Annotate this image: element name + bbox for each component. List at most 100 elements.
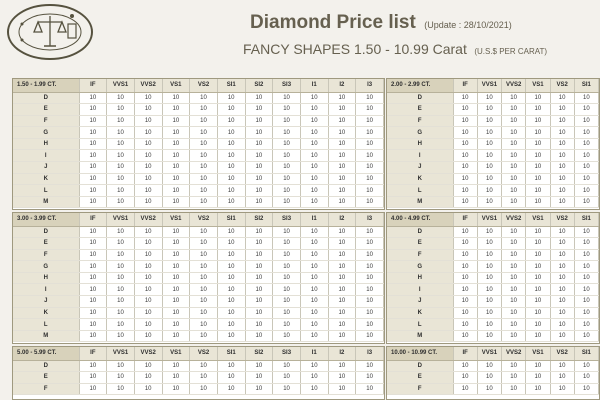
price-cell: 10 (245, 173, 274, 186)
price-cell: 10 (355, 330, 384, 343)
price-cell: 10 (162, 307, 191, 320)
price-cell: 10 (477, 330, 503, 343)
price-cell: 10 (79, 283, 108, 297)
price-cell: 10 (355, 149, 384, 163)
price-cell: 10 (189, 161, 218, 174)
clarity-header-if: IF (79, 79, 108, 93)
price-cell: 10 (355, 173, 384, 186)
price-cell: 10 (217, 149, 246, 163)
price-cell: 10 (550, 383, 575, 396)
table-row: K 10 10 10 10 10 10 10 10 10 10 10 (13, 173, 384, 186)
price-cell: 10 (134, 360, 163, 373)
color-grade-l: L (13, 184, 80, 197)
price-cell: 10 (574, 283, 599, 297)
price-cell: 10 (525, 226, 551, 239)
price-cell: 10 (189, 226, 218, 239)
price-cell: 10 (106, 138, 135, 151)
price-cell: 10 (328, 360, 357, 373)
price-cell: 10 (134, 318, 163, 331)
table-row: J 10 10 10 10 10 10 (387, 295, 599, 308)
price-cell: 10 (453, 184, 478, 197)
price-cell: 10 (217, 103, 246, 116)
color-grade-j: J (13, 161, 80, 174)
price-cell: 10 (134, 371, 163, 384)
table-row: G 10 10 10 10 10 10 (387, 126, 599, 139)
clarity-header-i3: I3 (355, 347, 384, 361)
price-cell: 10 (328, 196, 357, 209)
price-cell: 10 (453, 115, 478, 128)
price-cell: 10 (355, 383, 384, 396)
price-cell: 10 (355, 371, 384, 384)
price-cell: 10 (189, 103, 218, 116)
price-cell: 10 (525, 173, 551, 186)
color-grade-l: L (387, 318, 454, 331)
price-cell: 10 (300, 295, 329, 308)
price-cell: 10 (477, 173, 503, 186)
clarity-header-si2: SI2 (245, 79, 274, 93)
color-grade-e: E (387, 371, 454, 384)
table-header-row: 2.00 - 2.99 CT. IF VVS1 VVS2 VS1 VS2 SI1 (387, 79, 599, 93)
clarity-header-i1: I1 (300, 213, 329, 227)
price-cell: 10 (134, 330, 163, 343)
price-cell: 10 (245, 92, 274, 105)
price-panel-3-00: 3.00 - 3.99 CT. IF VVS1 VVS2 VS1 VS2 SI1 SI2 SI3… (12, 212, 385, 344)
clarity-header-si2: SI2 (245, 213, 274, 227)
clarity-header-if: IF (79, 347, 108, 361)
price-cell: 10 (501, 371, 527, 384)
price-cell: 10 (477, 272, 503, 285)
price-table: 4.00 - 4.99 CT. IF VVS1 VVS2 VS1 VS2 SI1 D 10 10… (387, 213, 599, 343)
price-cell: 10 (189, 360, 218, 373)
clarity-header-vvs2: VVS2 (134, 347, 163, 361)
price-cell: 10 (550, 149, 575, 163)
price-cell: 10 (525, 103, 551, 116)
price-cell: 10 (272, 196, 301, 209)
price-cell: 10 (477, 103, 503, 116)
price-cell: 10 (272, 307, 301, 320)
table-header-row: 3.00 - 3.99 CT. IF VVS1 VVS2 VS1 VS2 SI1 SI2 SI3… (13, 213, 384, 227)
price-cell: 10 (245, 161, 274, 174)
price-cell: 10 (300, 149, 329, 163)
price-cell: 10 (189, 173, 218, 186)
color-grade-d: D (13, 360, 80, 373)
price-cell: 10 (300, 138, 329, 151)
price-cell: 10 (106, 103, 135, 116)
color-grade-e: E (13, 237, 80, 250)
price-cell: 10 (245, 260, 274, 273)
price-cell: 10 (355, 92, 384, 105)
price-cell: 10 (162, 272, 191, 285)
price-cell: 10 (217, 237, 246, 250)
color-grade-e: E (13, 371, 80, 384)
price-cell: 10 (217, 161, 246, 174)
table-row: G 10 10 10 10 10 10 10 10 10 10 10 (13, 126, 384, 139)
clarity-header-i2: I2 (328, 347, 357, 361)
price-unit: (U.S.$ PER CARAT) (474, 47, 548, 56)
price-cell: 10 (550, 173, 575, 186)
price-cell: 10 (217, 383, 246, 396)
price-cell: 10 (272, 383, 301, 396)
price-cell: 10 (272, 330, 301, 343)
carat-range-label: 1.50 - 1.99 CT. (13, 79, 80, 93)
color-grade-l: L (387, 184, 454, 197)
price-cell: 10 (574, 184, 599, 197)
price-cell: 10 (162, 173, 191, 186)
price-cell: 10 (162, 249, 191, 262)
color-grade-m: M (387, 196, 454, 209)
price-cell: 10 (189, 371, 218, 384)
price-cell: 10 (550, 196, 575, 209)
price-cell: 10 (300, 173, 329, 186)
price-cell: 10 (328, 161, 357, 174)
table-header-row: 4.00 - 4.99 CT. IF VVS1 VVS2 VS1 VS2 SI1 (387, 213, 599, 227)
price-cell: 10 (106, 196, 135, 209)
carat-range-label: 4.00 - 4.99 CT. (387, 213, 454, 227)
price-cell: 10 (477, 92, 503, 105)
price-cell: 10 (355, 318, 384, 331)
price-cell: 10 (189, 318, 218, 331)
price-cell: 10 (162, 149, 191, 163)
table-row: M 10 10 10 10 10 10 10 10 10 10 10 (13, 196, 384, 209)
table-row: D 10 10 10 10 10 10 10 10 10 10 10 (13, 360, 384, 373)
color-grade-f: F (387, 249, 454, 262)
clarity-header-si1: SI1 (574, 79, 599, 93)
price-cell: 10 (525, 272, 551, 285)
price-cell: 10 (574, 307, 599, 320)
price-cell: 10 (189, 383, 218, 396)
